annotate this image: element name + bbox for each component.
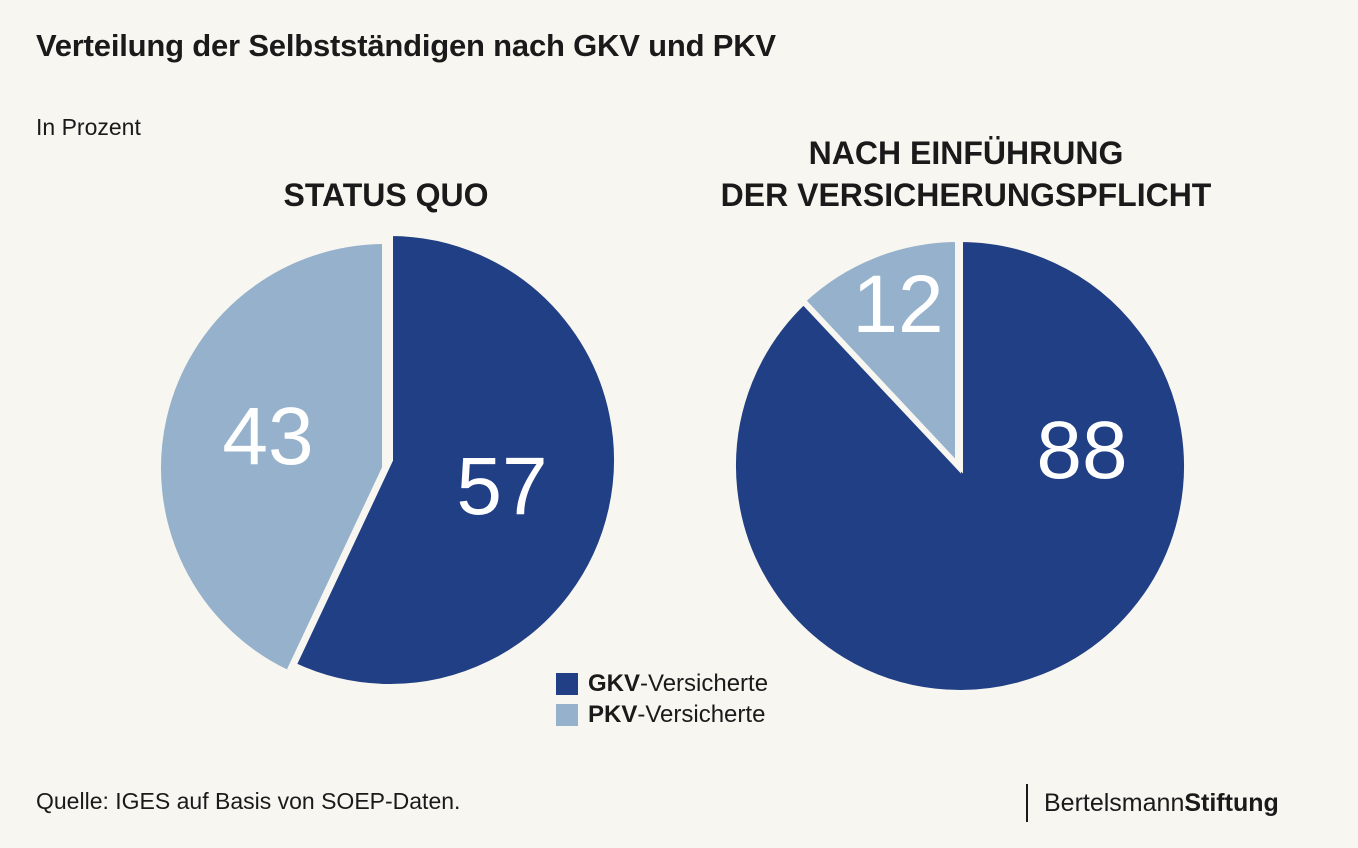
pie-title-status-quo: STATUS QUO — [283, 177, 489, 213]
pie-versicherungspflicht-slice-pkv — [798, 235, 961, 474]
bertelsmann-stiftung-logo: BertelsmannStiftung — [1026, 784, 1279, 822]
legend: GKV-Versicherte PKV-Versicherte — [556, 668, 768, 730]
pie-status-quo-slice-pkv — [155, 237, 388, 678]
legend-label-pkv: PKV-Versicherte — [588, 701, 765, 729]
chart-subtitle: In Prozent — [36, 114, 141, 140]
chart-title: Verteilung der Selbstständigen nach GKV … — [36, 28, 776, 63]
pie-status-quo-slice-gkv — [289, 229, 620, 690]
pie-chart-status-quo: 57 43 — [155, 229, 620, 690]
pie-status-quo-label-gkv: 57 — [456, 441, 547, 532]
pie-title-line-1: NACH EINFÜHRUNG — [808, 135, 1124, 171]
pie-versicherungspflicht-label-gkv: 88 — [1036, 405, 1127, 496]
legend-code-gkv: GKV — [588, 669, 641, 697]
pie-title-line-2: DER VERSICHERUNGSPFLICHT — [720, 177, 1212, 213]
pie-versicherungspflicht-label-pkv: 12 — [852, 259, 943, 350]
legend-code-pkv: PKV — [588, 700, 638, 728]
legend-swatch-gkv — [556, 672, 578, 695]
legend-item-gkv: GKV-Versicherte — [556, 668, 768, 699]
brand-regular: Bertelsmann — [1044, 789, 1185, 817]
legend-item-pkv: PKV-Versicherte — [556, 699, 768, 730]
legend-swatch-pkv — [556, 703, 578, 726]
pie-title-versicherungspflicht: NACH EINFÜHRUNG DER VERSICHERUNGSPFLICHT — [666, 132, 1266, 216]
legend-label-gkv: GKV-Versicherte — [588, 670, 768, 698]
source-note: Quelle: IGES auf Basis von SOEP-Daten. — [36, 788, 461, 814]
legend-suffix-gkv: -Versicherte — [640, 669, 769, 697]
legend-suffix-pkv: -Versicherte — [637, 700, 766, 728]
pie-chart-versicherungspflicht: 88 12 — [730, 235, 1190, 696]
brand-bold: Stiftung — [1184, 789, 1279, 817]
pie-status-quo-label-pkv: 43 — [222, 391, 313, 482]
